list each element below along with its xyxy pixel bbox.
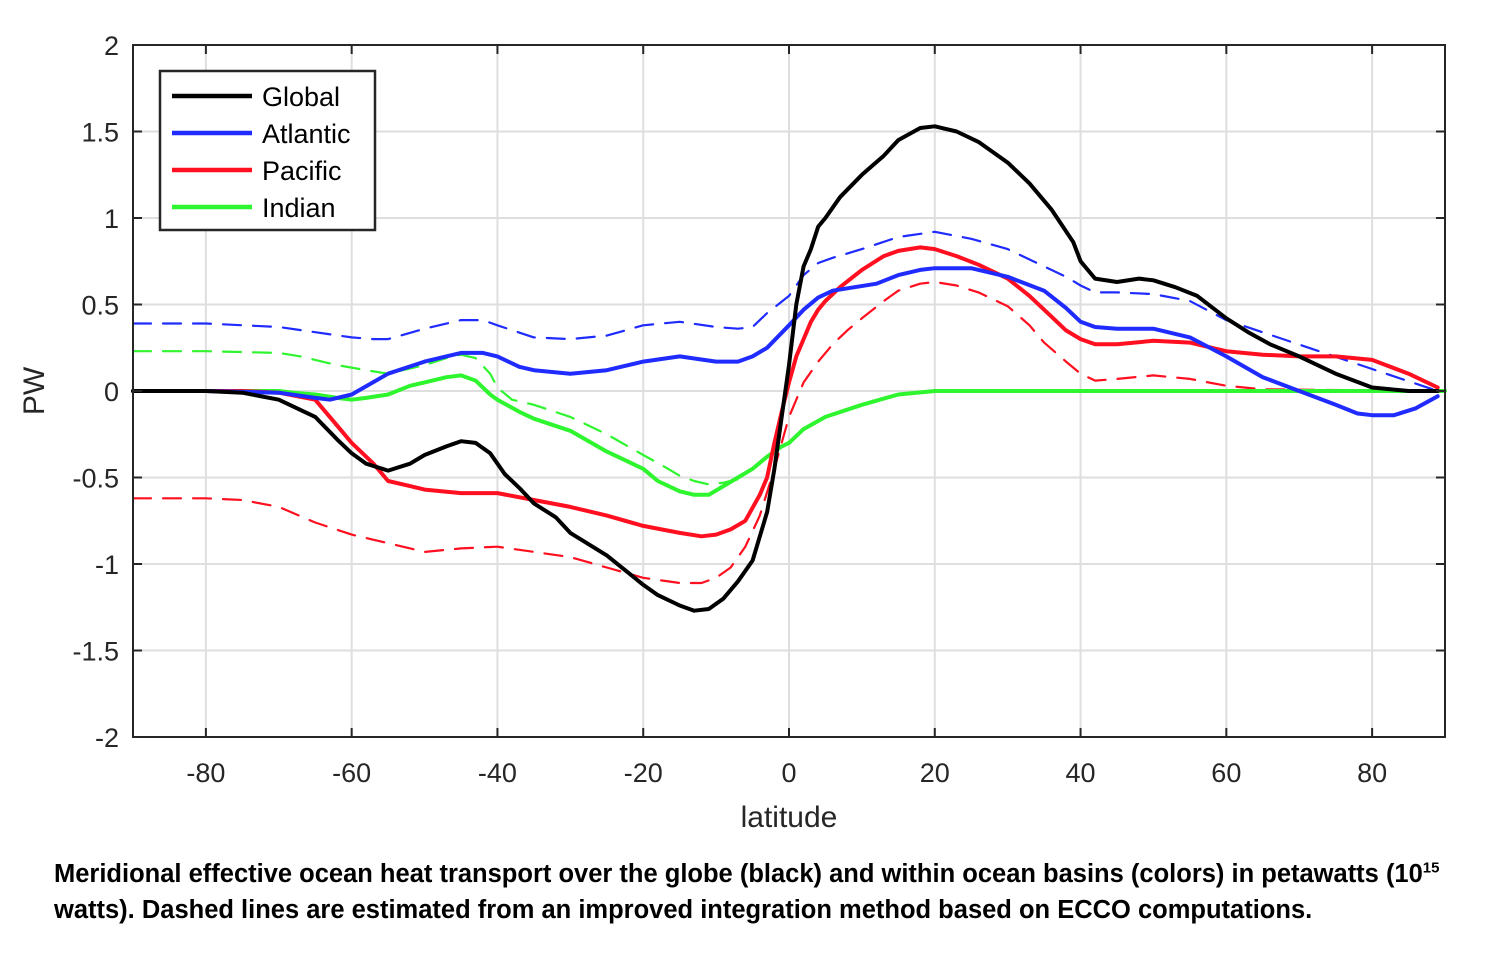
y-tick-label: 0.5 xyxy=(81,291,119,321)
indian-line xyxy=(131,373,1447,497)
y-tick-label: -2 xyxy=(95,723,119,753)
y-tick-label: 1.5 xyxy=(81,118,119,148)
x-tick-label: -40 xyxy=(478,758,517,788)
legend-label-indian: Indian xyxy=(262,193,336,223)
legend: Global Atlantic Pacific Indian xyxy=(158,69,377,232)
caption-part-2: watts). Dashed lines are estimated from … xyxy=(54,896,1313,924)
estimated-indian-dashed-line xyxy=(131,350,740,486)
x-tick-label: -20 xyxy=(624,758,663,788)
estimated-pacific-dashed-line xyxy=(131,280,1439,585)
x-tick-label: -60 xyxy=(332,758,371,788)
ticks: -80 -60 -40 -20 0 20 40 60 80 -2 -1.5 -1 -0.5 0 0.5 1 1.… xyxy=(72,31,1445,788)
y-tick-label: 1 xyxy=(104,204,119,234)
caption-exponent: 15 xyxy=(1422,859,1440,877)
x-tick-label: -80 xyxy=(186,758,225,788)
global-line xyxy=(131,124,1440,613)
plot-area xyxy=(131,124,1447,613)
estimated-atlantic-dashed-line xyxy=(131,230,1439,393)
x-tick-label: 80 xyxy=(1357,758,1387,788)
atlantic-line xyxy=(131,266,1440,418)
y-tick-label: -1 xyxy=(95,550,119,580)
caption-part-1: Meridional effective ocean heat transpor… xyxy=(54,860,1423,888)
legend-label-atlantic: Atlantic xyxy=(262,119,351,149)
y-tick-label: 2 xyxy=(104,31,119,61)
y-tick-label: -1.5 xyxy=(72,637,119,667)
legend-label-pacific: Pacific xyxy=(262,156,342,186)
x-tick-label: 20 xyxy=(920,758,950,788)
x-axis-label: latitude xyxy=(741,801,838,834)
pacific-line xyxy=(131,245,1440,539)
x-tick-label: 60 xyxy=(1211,758,1241,788)
figure-caption: Meridional effective ocean heat transpor… xyxy=(54,856,1454,928)
legend-label-global: Global xyxy=(262,82,340,112)
y-tick-label: -0.5 xyxy=(72,464,119,494)
y-axis-label: PW xyxy=(18,366,51,415)
x-tick-label: 40 xyxy=(1066,758,1096,788)
x-tick-label: 0 xyxy=(781,758,796,788)
chart: -80 -60 -40 -20 0 20 40 60 80 -2 -1.5 -1 -0.5 0 0.5 1 1.… xyxy=(18,31,1447,834)
y-tick-label: 0 xyxy=(104,377,119,407)
